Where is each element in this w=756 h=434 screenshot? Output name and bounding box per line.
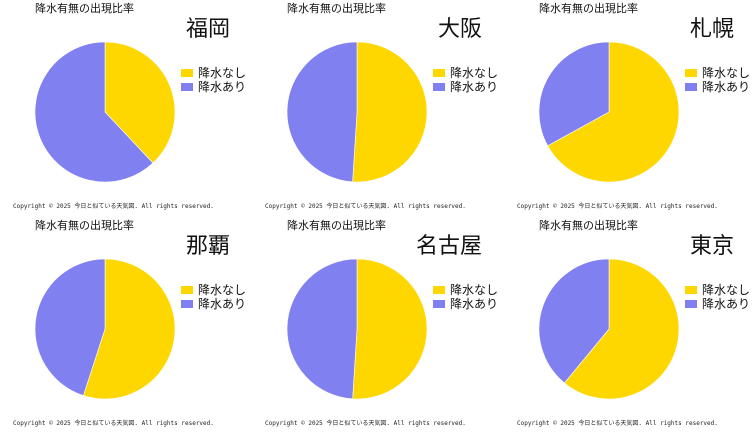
legend-swatch-no-precip bbox=[685, 69, 697, 77]
legend-swatch-no-precip bbox=[433, 286, 445, 294]
chart-title: 降水有無の出現比率 bbox=[35, 219, 134, 232]
legend-label: 降水あり bbox=[450, 297, 499, 311]
pie-slice-no-precip bbox=[82, 258, 176, 400]
pie-slice-precip bbox=[538, 258, 610, 384]
legend-swatch-precip bbox=[433, 83, 445, 91]
legend-swatch-no-precip bbox=[181, 286, 193, 294]
copyright-text: Copyright © 2025 今日と似ている天気図. All rights … bbox=[265, 203, 466, 210]
copyright-text: Copyright © 2025 今日と似ている天気図. All rights … bbox=[517, 203, 718, 210]
legend-swatch-precip bbox=[181, 83, 193, 91]
pie-slice-no-precip bbox=[352, 41, 428, 183]
copyright-text: Copyright © 2025 今日と似ている天気図. All rights … bbox=[517, 420, 718, 427]
pie-slice-precip bbox=[286, 41, 358, 183]
legend-label: 降水なし bbox=[702, 283, 751, 297]
city-label: 札幌 bbox=[689, 17, 734, 42]
pie-chart bbox=[34, 258, 176, 400]
city-label: 東京 bbox=[689, 234, 734, 259]
pie-chart bbox=[538, 41, 680, 183]
legend-label: 降水あり bbox=[702, 297, 751, 311]
pie-chart bbox=[286, 258, 428, 400]
copyright-text: Copyright © 2025 今日と似ている天気図. All rights … bbox=[265, 420, 466, 427]
copyright-text: Copyright © 2025 今日と似ている天気図. All rights … bbox=[13, 420, 214, 427]
chart-panel-nagoya: 降水有無の出現比率 名古屋 降水なし 降水あり Copyright © 2025… bbox=[252, 217, 504, 434]
pie-slice-no-precip bbox=[547, 41, 680, 183]
legend-label: 降水なし bbox=[198, 283, 247, 297]
chart-title: 降水有無の出現比率 bbox=[35, 2, 134, 15]
legend-swatch-precip bbox=[433, 300, 445, 308]
copyright-text: Copyright © 2025 今日と似ている天気図. All rights … bbox=[13, 203, 214, 210]
pie-chart bbox=[538, 258, 680, 400]
chart-title: 降水有無の出現比率 bbox=[539, 219, 638, 232]
legend-swatch-no-precip bbox=[685, 286, 697, 294]
chart-panel-osaka: 降水有無の出現比率 大阪 降水なし 降水あり Copyright © 2025 … bbox=[252, 0, 504, 217]
chart-panel-tokyo: 降水有無の出現比率 東京 降水なし 降水あり Copyright © 2025 … bbox=[504, 217, 756, 434]
chart-title: 降水有無の出現比率 bbox=[287, 219, 386, 232]
pie-chart bbox=[34, 41, 176, 183]
chart-panel-sapporo: 降水有無の出現比率 札幌 降水なし 降水あり Copyright © 2025 … bbox=[504, 0, 756, 217]
city-label: 那覇 bbox=[185, 234, 230, 259]
pie-slice-no-precip bbox=[563, 258, 680, 400]
pie-slice-precip bbox=[34, 41, 154, 183]
chart-title: 降水有無の出現比率 bbox=[539, 2, 638, 15]
legend-swatch-precip bbox=[685, 300, 697, 308]
pie-chart bbox=[286, 41, 428, 183]
pie-slice-no-precip bbox=[104, 41, 176, 164]
chart-panel-naha: 降水有無の出現比率 那覇 降水なし 降水あり Copyright © 2025 … bbox=[0, 217, 252, 434]
chart-title: 降水有無の出現比率 bbox=[287, 2, 386, 15]
legend-swatch-precip bbox=[685, 83, 697, 91]
legend-label: 降水あり bbox=[198, 80, 247, 94]
pie-slice-no-precip bbox=[352, 258, 428, 400]
legend-label: 降水なし bbox=[450, 66, 499, 80]
pie-slice-precip bbox=[286, 258, 358, 400]
legend-label: 降水あり bbox=[702, 80, 751, 94]
legend-label: 降水なし bbox=[702, 66, 751, 80]
chart-panel-fukuoka: 降水有無の出現比率 福岡 降水なし 降水あり Copyright © 2025 … bbox=[0, 0, 252, 217]
pie-slice-precip bbox=[34, 258, 106, 396]
legend-swatch-no-precip bbox=[433, 69, 445, 77]
city-label: 名古屋 bbox=[415, 234, 482, 259]
legend-swatch-no-precip bbox=[181, 69, 193, 77]
legend-label: 降水あり bbox=[198, 297, 247, 311]
legend-swatch-precip bbox=[181, 300, 193, 308]
legend-label: 降水あり bbox=[450, 80, 499, 94]
city-label: 大阪 bbox=[437, 17, 482, 42]
legend-label: 降水なし bbox=[450, 283, 499, 297]
legend-label: 降水なし bbox=[198, 66, 247, 80]
pie-slice-precip bbox=[538, 41, 610, 147]
city-label: 福岡 bbox=[185, 17, 230, 42]
